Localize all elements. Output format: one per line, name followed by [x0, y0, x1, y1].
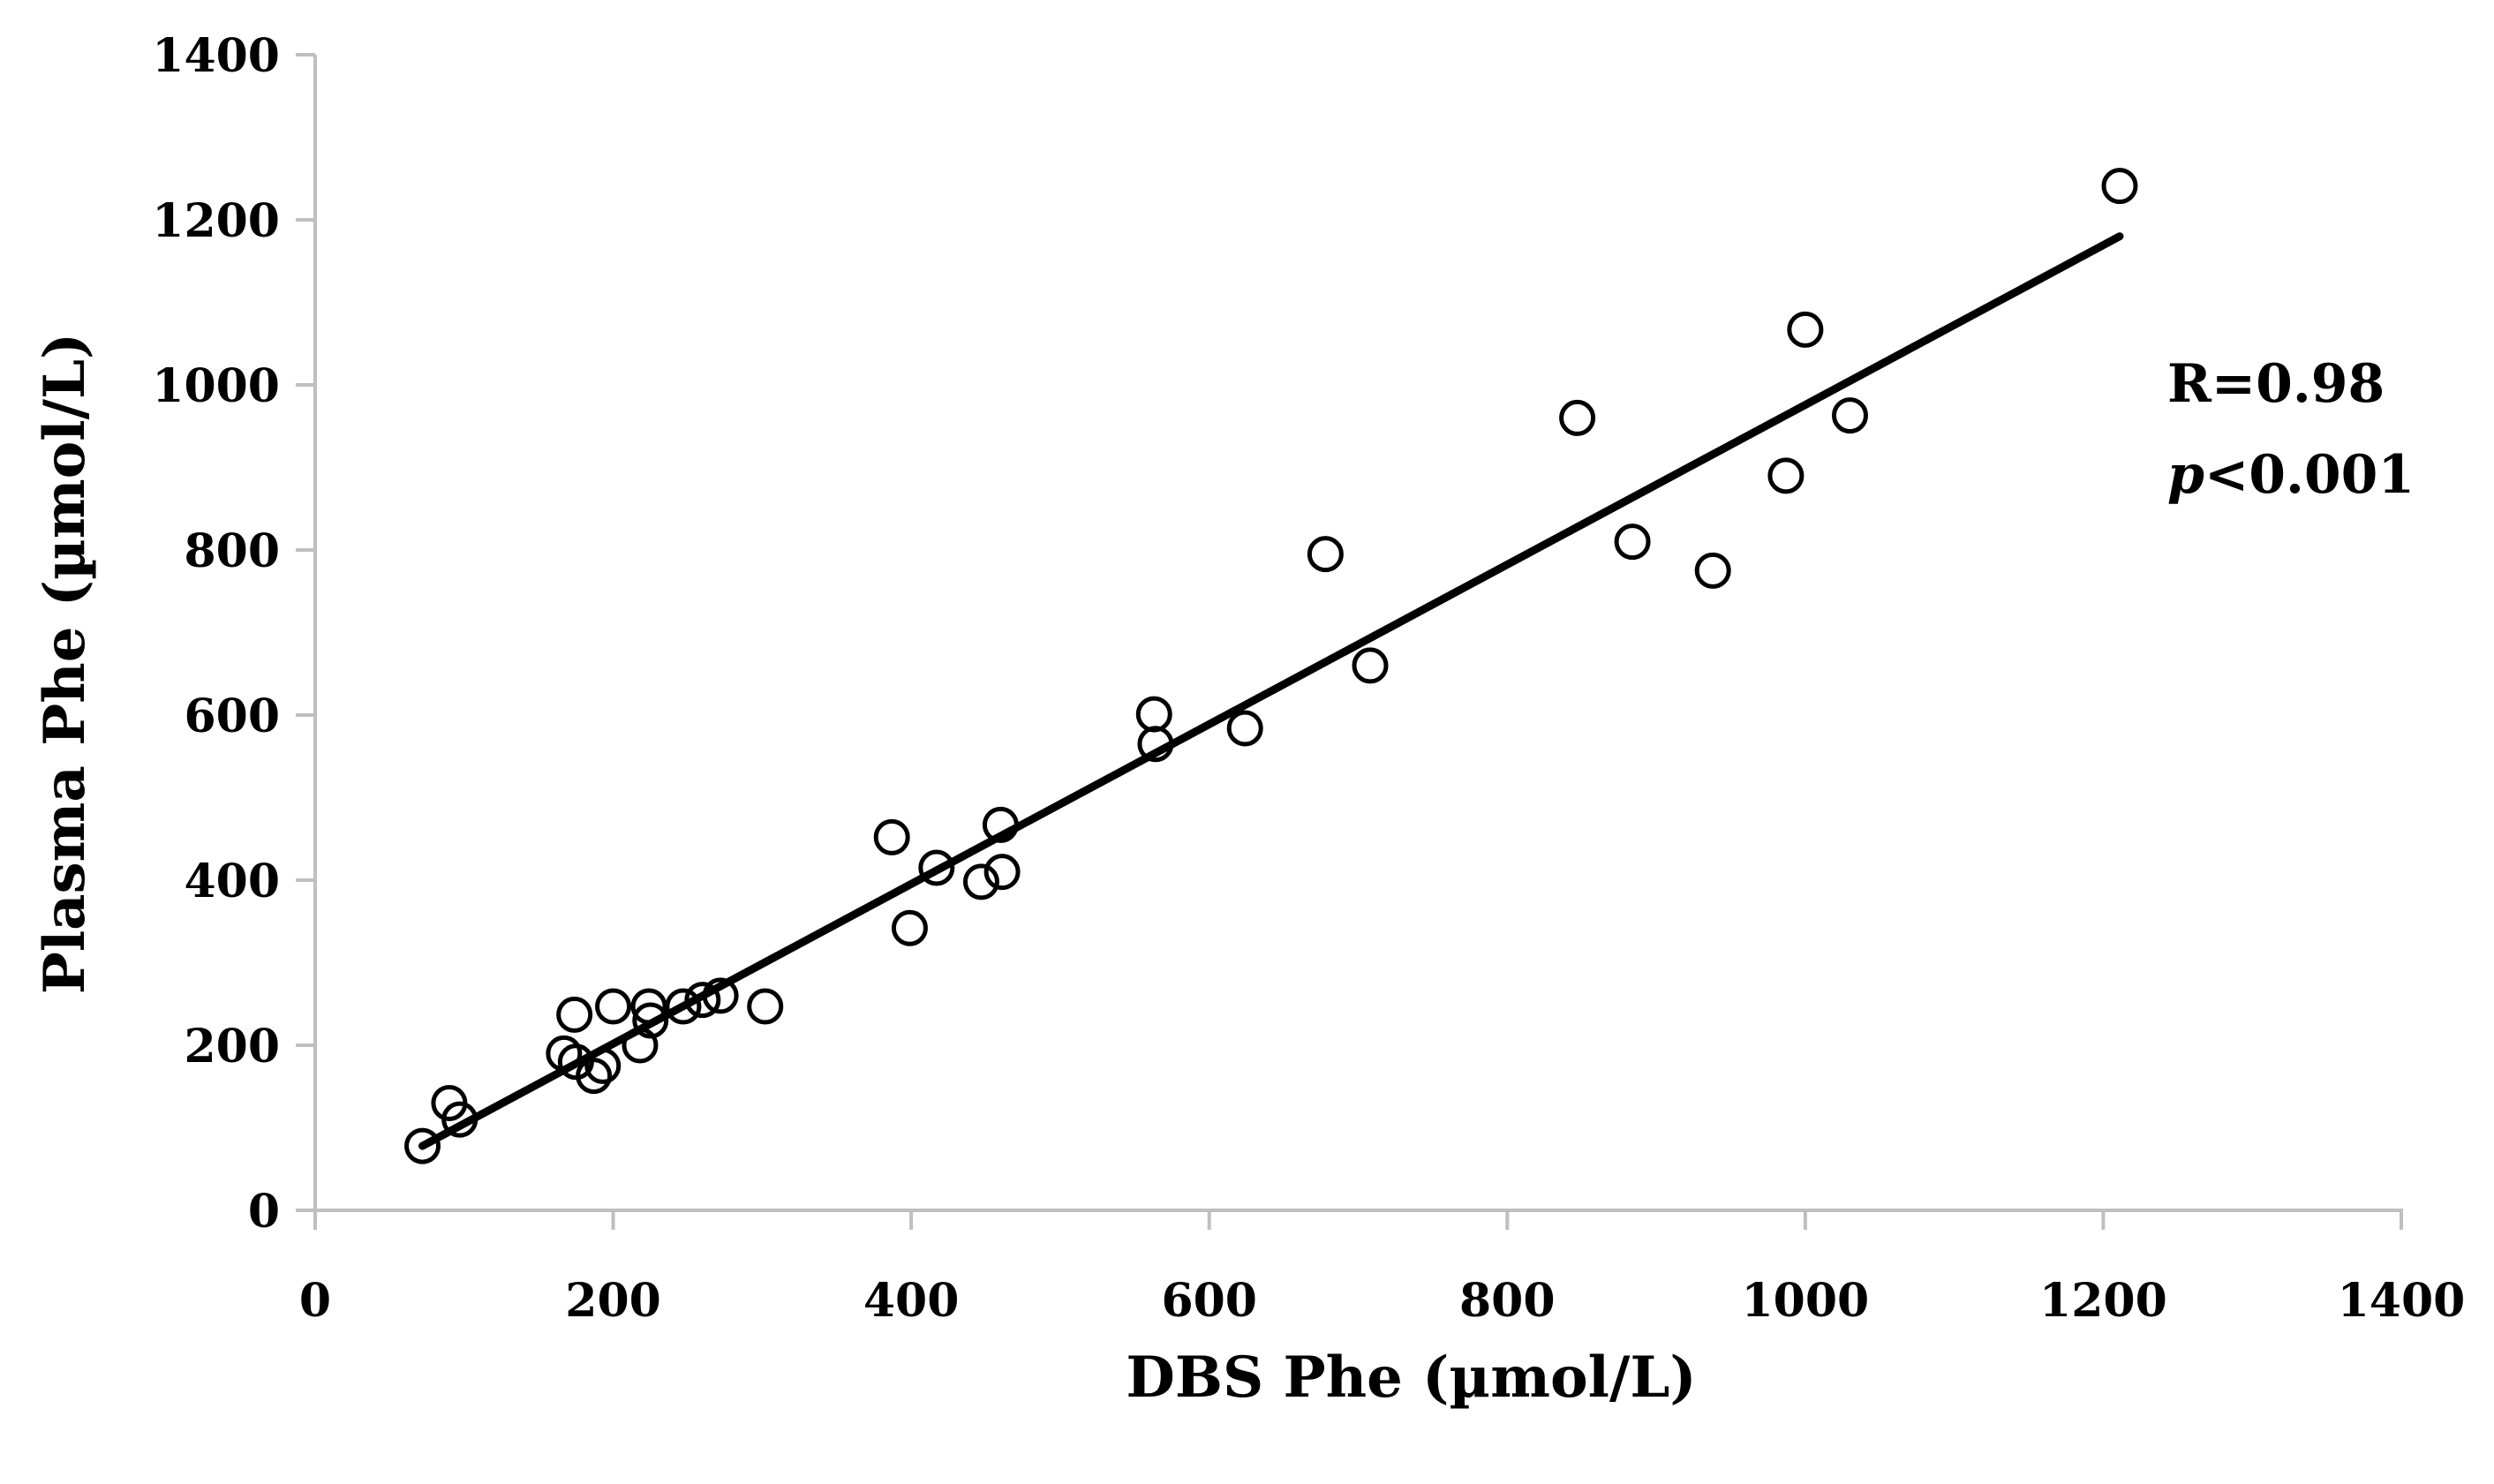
data-point	[1614, 524, 1651, 561]
data-point	[404, 1127, 441, 1164]
x-tick-labels: 0 200 400 600 800 1000 1200 1400	[299, 1274, 2465, 1328]
x-axis: 0 200 400 600 800 1000 1200 1400	[296, 1209, 2465, 1328]
data-point	[576, 1058, 613, 1095]
data-point	[983, 854, 1021, 891]
y-tick-label: 600	[184, 689, 280, 743]
data-point	[1135, 696, 1172, 733]
data-point	[595, 988, 632, 1025]
r-value-annotation: R=0.98	[2167, 353, 2385, 415]
x-tick-marks	[313, 1210, 2403, 1230]
data-point	[2101, 168, 2138, 205]
data-point	[665, 988, 702, 1025]
x-tick-label: 1000	[1741, 1274, 1869, 1328]
p-value-text: <0.001	[2204, 444, 2415, 506]
data-point	[873, 818, 910, 855]
x-tick-label: 400	[863, 1274, 960, 1328]
data-point	[1767, 457, 1805, 494]
data-points	[404, 168, 2138, 1164]
y-tick-marks	[296, 53, 315, 1212]
y-tick-label: 1200	[152, 194, 280, 248]
data-point	[1559, 399, 1596, 436]
data-point	[962, 863, 999, 900]
data-point	[1307, 536, 1344, 573]
y-tick-label: 1000	[152, 359, 280, 413]
x-tick-label: 0	[299, 1274, 331, 1328]
y-axis-title: Plasma Phe (µmol/L)	[32, 333, 98, 995]
data-point	[1831, 397, 1868, 434]
y-tick-label: 800	[184, 524, 280, 578]
data-point	[632, 1002, 669, 1039]
y-tick-label: 200	[184, 1020, 280, 1073]
x-axis-title: DBS Phe (µmol/L)	[1126, 1345, 1696, 1411]
data-point	[1352, 647, 1389, 684]
trendline	[418, 232, 2124, 1150]
x-tick-label: 600	[1161, 1274, 1257, 1328]
data-point	[1226, 710, 1263, 747]
data-point	[918, 849, 955, 886]
y-tick-label: 400	[184, 855, 280, 908]
data-point	[556, 996, 593, 1033]
y-axis: 0 200 400 600 800 1000 1200 1400	[152, 29, 317, 1239]
y-tick-label: 1400	[152, 29, 280, 83]
x-tick-label: 800	[1459, 1274, 1556, 1328]
x-tick-label: 1400	[2338, 1274, 2466, 1328]
y-tick-label: 0	[248, 1185, 280, 1239]
data-point	[1694, 552, 1731, 589]
y-tick-labels: 0 200 400 600 800 1000 1200 1400	[152, 29, 280, 1239]
p-symbol: p	[2167, 444, 2204, 506]
data-point	[891, 909, 928, 946]
data-point	[1787, 311, 1824, 348]
x-tick-label: 1200	[2039, 1274, 2167, 1328]
p-value-annotation: p<0.001	[2167, 444, 2415, 506]
data-point	[747, 988, 784, 1025]
x-tick-label: 200	[565, 1274, 661, 1328]
